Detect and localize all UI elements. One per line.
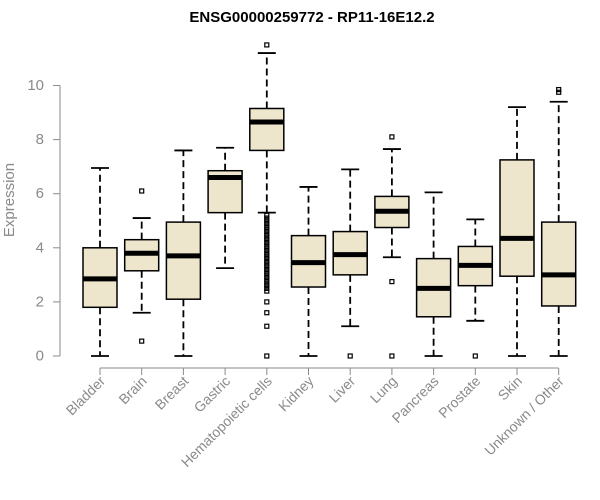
outlier-point bbox=[264, 288, 270, 294]
outlier-point bbox=[264, 269, 270, 275]
outlier-point bbox=[264, 42, 270, 48]
outlier-point bbox=[264, 285, 270, 291]
y-axis: 0 2 4 6 8 10 bbox=[27, 77, 61, 365]
y-tick-label: 6 bbox=[36, 185, 44, 202]
y-tick-label: 0 bbox=[36, 348, 44, 365]
outlier-point bbox=[264, 274, 270, 281]
chart-title: ENSG00000259772 - RP11-16E12.2 bbox=[189, 9, 434, 26]
outlier-point bbox=[264, 256, 270, 262]
outlier-point bbox=[264, 218, 270, 224]
outlier-point bbox=[264, 261, 270, 267]
outlier-point bbox=[264, 323, 270, 329]
outlier-point bbox=[264, 310, 270, 316]
outlier-point bbox=[264, 245, 270, 251]
outlier-point bbox=[264, 228, 270, 235]
outlier-point bbox=[389, 134, 395, 140]
x-tick-label: Unknown / Other bbox=[481, 373, 567, 459]
outlier-point bbox=[264, 231, 270, 237]
outlier-point bbox=[264, 280, 270, 286]
outlier-point bbox=[264, 283, 270, 289]
outlier-point bbox=[139, 338, 145, 344]
box-group bbox=[249, 42, 285, 359]
outlier-point bbox=[389, 279, 395, 285]
outlier-point bbox=[389, 353, 395, 359]
iqr-box bbox=[249, 107, 285, 152]
outlier-point bbox=[556, 89, 562, 95]
x-tick-label: Skin bbox=[495, 373, 526, 404]
box-group bbox=[123, 188, 160, 344]
x-tick-label: Lung bbox=[367, 373, 400, 406]
iqr-box bbox=[499, 159, 535, 277]
box-group bbox=[457, 218, 494, 359]
box-group bbox=[540, 86, 577, 357]
x-tick-label: Prostate bbox=[435, 373, 483, 421]
x-tick-label: Bladder bbox=[63, 373, 109, 419]
outlier-point bbox=[264, 247, 270, 254]
outlier-point bbox=[264, 266, 270, 273]
y-tick-label: 10 bbox=[27, 77, 44, 94]
outlier-point bbox=[264, 234, 270, 240]
outlier-point bbox=[264, 272, 270, 278]
x-tick-label: Brain bbox=[115, 373, 149, 407]
outlier-point bbox=[264, 299, 270, 305]
outlier-point bbox=[347, 353, 353, 359]
iqr-box bbox=[540, 221, 577, 307]
outlier-point bbox=[264, 215, 270, 221]
outlier-point bbox=[264, 223, 270, 229]
outlier-point bbox=[556, 86, 562, 93]
outlier-point bbox=[264, 242, 270, 248]
box-group bbox=[415, 191, 452, 357]
outlier-point bbox=[264, 264, 270, 270]
outlier-point bbox=[264, 277, 270, 283]
outlier-point bbox=[264, 239, 270, 245]
outlier-point bbox=[264, 220, 270, 227]
outlier-point bbox=[264, 258, 270, 264]
outlier-point bbox=[139, 188, 145, 194]
outlier-point bbox=[264, 226, 270, 232]
outlier-point bbox=[472, 353, 478, 359]
outlier-point bbox=[264, 353, 270, 359]
y-axis-label: Expression bbox=[1, 163, 18, 237]
boxes-layer bbox=[82, 42, 577, 359]
box-group bbox=[207, 146, 243, 269]
x-tick-label: Liver bbox=[326, 373, 359, 406]
box-group bbox=[499, 106, 535, 357]
outlier-point bbox=[264, 237, 270, 243]
box-group bbox=[165, 149, 202, 357]
box-group bbox=[332, 168, 368, 359]
box-group bbox=[290, 186, 327, 357]
y-tick-label: 4 bbox=[36, 239, 44, 256]
outlier-point bbox=[264, 253, 270, 259]
box-group bbox=[374, 134, 410, 359]
y-tick-label: 2 bbox=[36, 293, 44, 310]
outlier-point bbox=[264, 250, 270, 256]
x-tick-label: Breast bbox=[152, 373, 192, 413]
iqr-box bbox=[165, 221, 202, 300]
box-group bbox=[82, 167, 118, 357]
x-tick-label: Kidney bbox=[275, 373, 317, 415]
outlier-point bbox=[264, 212, 270, 218]
y-tick-label: 8 bbox=[36, 131, 44, 148]
